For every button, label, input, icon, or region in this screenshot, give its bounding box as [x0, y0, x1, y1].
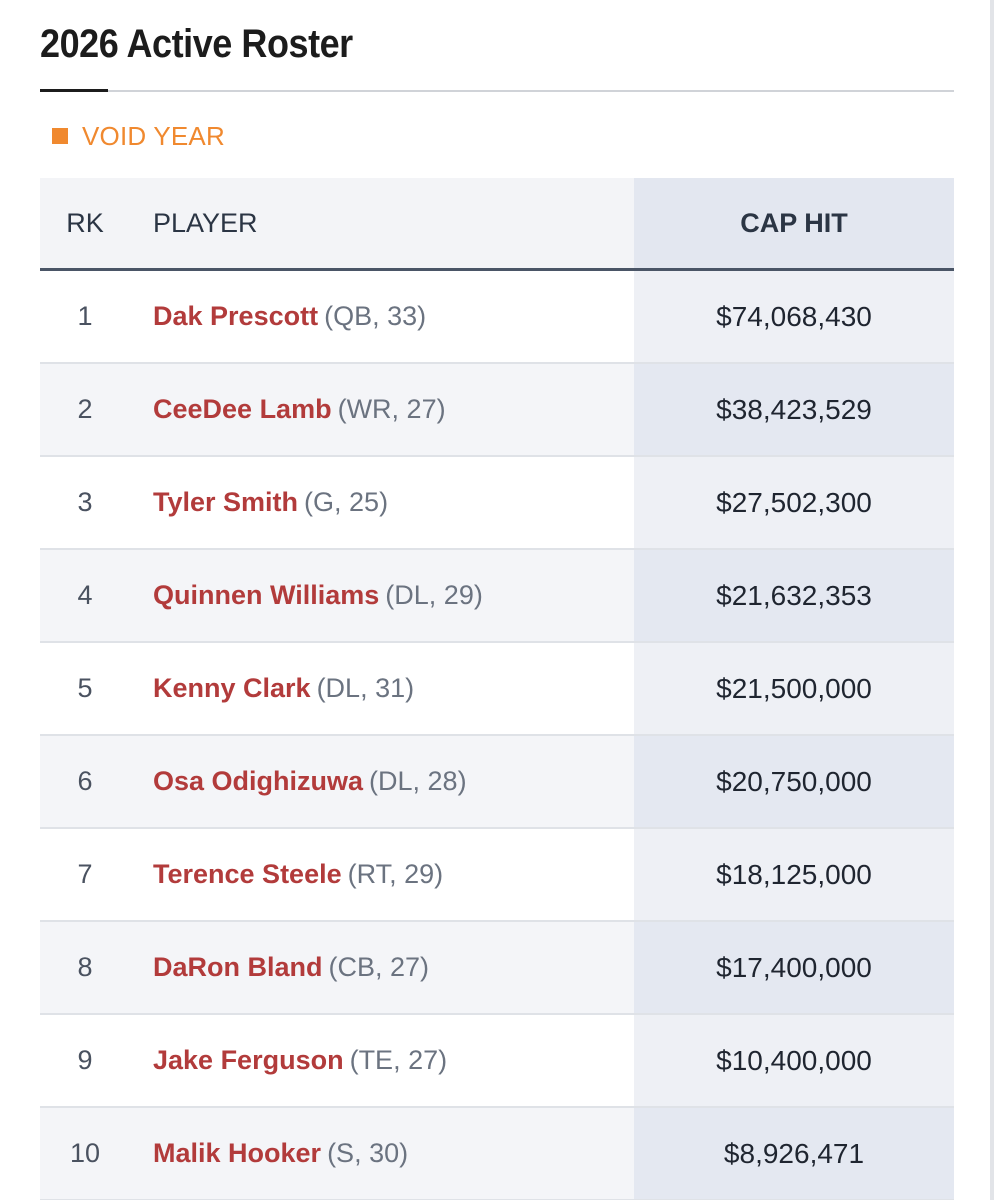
- cap-hit-cell: $18,125,000: [716, 859, 872, 890]
- cap-hit-cell: $27,502,300: [716, 487, 872, 518]
- rank-cell: 5: [77, 673, 93, 703]
- cap-hit-cell: $21,632,353: [716, 580, 872, 611]
- cap-hit-cell: $38,423,529: [716, 394, 872, 425]
- table-row: 7 Terence Steele (RT, 29) $18,125,000: [40, 829, 954, 922]
- player-cell: Kenny Clark (DL, 31): [153, 643, 414, 734]
- player-cell: Tyler Smith (G, 25): [153, 457, 388, 548]
- player-name-link[interactable]: DaRon Bland: [153, 952, 323, 982]
- player-position-age: (G, 25): [304, 487, 389, 517]
- rank-cell: 8: [77, 952, 93, 982]
- cap-hit-cell: $17,400,000: [716, 952, 872, 983]
- player-position-age: (QB, 33): [324, 301, 427, 331]
- player-name-link[interactable]: Tyler Smith: [153, 487, 299, 517]
- player-position-age: (CB, 27): [328, 952, 430, 982]
- cap-hit-cell-background: [634, 1015, 954, 1106]
- cap-hit-cell-background: [634, 271, 954, 362]
- player-cell: Osa Odighizuwa (DL, 28): [153, 736, 467, 827]
- cap-hit-cell-background: [634, 829, 954, 920]
- cap-hit-cell-background: [634, 550, 954, 641]
- cap-hit-cell-background: [634, 364, 954, 455]
- rank-column-header[interactable]: RK: [66, 208, 104, 238]
- title-divider: [40, 90, 954, 92]
- rank-cell: 7: [77, 859, 93, 889]
- table-row: 3 Tyler Smith (G, 25) $27,502,300: [40, 457, 954, 550]
- player-name-link[interactable]: Jake Ferguson: [153, 1045, 344, 1075]
- player-name-link[interactable]: Dak Prescott: [153, 301, 319, 331]
- table-row: 8 DaRon Bland (CB, 27) $17,400,000: [40, 922, 954, 1015]
- player-position-age: (RT, 29): [347, 859, 444, 889]
- cap-hit-cell: $20,750,000: [716, 766, 872, 797]
- title-divider-accent: [40, 89, 108, 92]
- player-position-age: (DL, 29): [385, 580, 483, 610]
- player-name-link[interactable]: Malik Hooker: [153, 1138, 322, 1168]
- player-name-link[interactable]: Quinnen Williams: [153, 580, 380, 610]
- player-cell: Malik Hooker (S, 30): [153, 1108, 408, 1199]
- table-row: 6 Osa Odighizuwa (DL, 28) $20,750,000: [40, 736, 954, 829]
- player-column-header[interactable]: PLAYER: [153, 208, 258, 238]
- rank-cell: 4: [77, 580, 93, 610]
- rank-cell: 10: [69, 1138, 101, 1168]
- cap-hit-cell-background: [634, 736, 954, 827]
- table-row: 1 Dak Prescott (QB, 33) $74,068,430: [40, 271, 954, 364]
- player-cell: Dak Prescott (QB, 33): [153, 271, 426, 362]
- cap-hit-cell-background: [634, 643, 954, 734]
- player-position-age: (DL, 31): [316, 673, 415, 703]
- cap-hit-cell-background: [634, 922, 954, 1013]
- cap-hit-cell: $21,500,000: [716, 673, 872, 704]
- cap-hit-cell: $10,400,000: [716, 1045, 872, 1076]
- cap-hit-cell-background: [634, 457, 954, 548]
- player-position-age: (TE, 27): [349, 1045, 448, 1075]
- player-name-link[interactable]: Osa Odighizuwa: [153, 766, 364, 796]
- player-cell: DaRon Bland (CB, 27): [153, 922, 429, 1013]
- page-title: 2026 Active Roster: [40, 22, 353, 66]
- legend-label: VOID YEAR: [82, 120, 225, 151]
- player-cell: Quinnen Williams (DL, 29): [153, 550, 483, 641]
- player-position-age: (S, 30): [327, 1138, 409, 1168]
- rank-cell: 9: [77, 1045, 93, 1075]
- rank-cell: 1: [77, 301, 93, 331]
- page-edge-border: [990, 0, 994, 1200]
- cap-hit-column-highlight: [634, 178, 954, 268]
- player-name-link[interactable]: Terence Steele: [153, 859, 342, 889]
- player-cell: Jake Ferguson (TE, 27): [153, 1015, 447, 1106]
- cap-hit-cell: $74,068,430: [716, 301, 872, 332]
- player-cell: Terence Steele (RT, 29): [153, 829, 443, 920]
- cap-hit-cell-background: [634, 1108, 954, 1199]
- cap-hit-cell: $8,926,471: [723, 1138, 865, 1169]
- table-row: 5 Kenny Clark (DL, 31) $21,500,000: [40, 643, 954, 736]
- rank-cell: 3: [77, 487, 93, 517]
- legend: VOID YEAR: [52, 120, 225, 152]
- player-cell: CeeDee Lamb (WR, 27): [153, 364, 446, 455]
- player-name-link[interactable]: CeeDee Lamb: [153, 394, 332, 424]
- table-header: RK PLAYER CAP HIT: [40, 178, 954, 271]
- rank-cell: 2: [77, 394, 93, 424]
- roster-table: RK PLAYER CAP HIT 1 Dak Prescott (QB, 33) $…: [40, 178, 954, 1200]
- player-position-age: (DL, 28): [369, 766, 467, 796]
- table-row: 10 Malik Hooker (S, 30) $8,926,471: [40, 1108, 954, 1200]
- player-name-link[interactable]: Kenny Clark: [153, 673, 311, 703]
- void-year-swatch-icon: [52, 128, 68, 144]
- table-body: 1 Dak Prescott (QB, 33) $74,068,430 2 CeeDee …: [40, 271, 954, 1200]
- rank-cell: 6: [77, 766, 93, 796]
- player-position-age: (WR, 27): [337, 394, 446, 424]
- table-row: 9 Jake Ferguson (TE, 27) $10,400,000: [40, 1015, 954, 1108]
- cap-hit-column-header[interactable]: CAP HIT: [740, 208, 848, 238]
- table-row: 2 CeeDee Lamb (WR, 27) $38,423,529: [40, 364, 954, 457]
- table-row: 4 Quinnen Williams (DL, 29) $21,632,353: [40, 550, 954, 643]
